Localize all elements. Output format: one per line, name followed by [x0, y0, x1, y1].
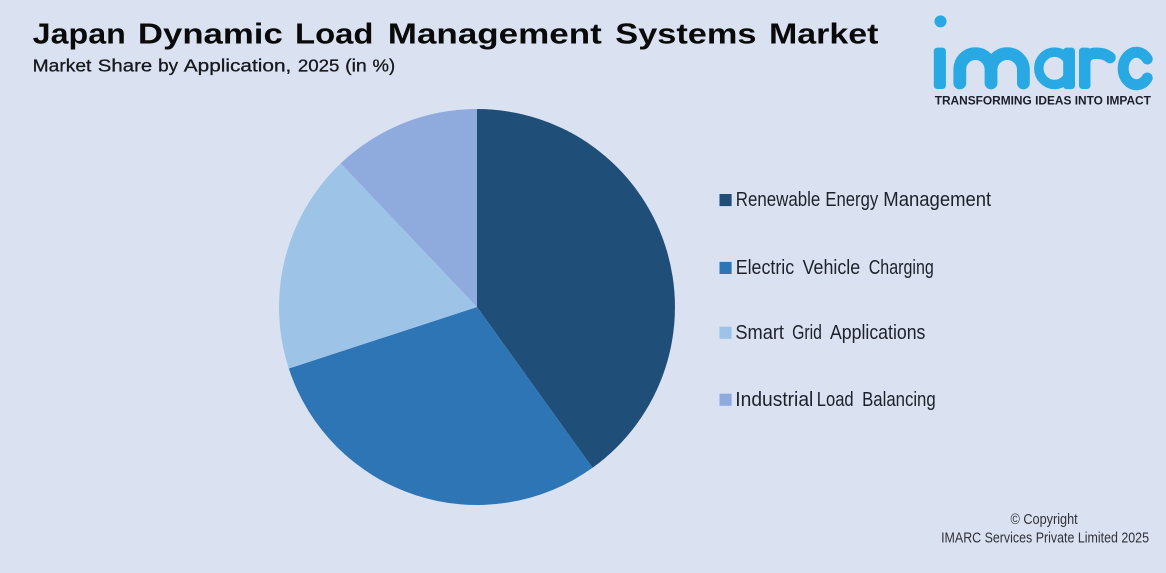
- svg-text:by: by: [158, 56, 178, 76]
- svg-text:Load: Load: [817, 389, 854, 411]
- svg-text:Management: Management: [883, 189, 991, 211]
- svg-text:Load: Load: [295, 19, 374, 51]
- svg-text:Renewable: Renewable: [736, 189, 821, 211]
- svg-text:Market: Market: [33, 56, 92, 76]
- svg-text:Management: Management: [388, 19, 602, 51]
- svg-text:Charging: Charging: [869, 257, 934, 279]
- svg-text:Systems: Systems: [615, 19, 756, 51]
- svg-text:Grid: Grid: [792, 322, 822, 344]
- svg-text:Balancing: Balancing: [862, 389, 936, 411]
- svg-text:(in: (in: [345, 56, 367, 76]
- svg-text:TRANSFORMING IDEAS INTO IMPACT: TRANSFORMING IDEAS INTO IMPACT: [935, 94, 1152, 108]
- svg-text:Applications: Applications: [830, 322, 925, 344]
- svg-text:IMARC Services Private Limited: IMARC Services Private Limited 2025: [941, 529, 1149, 546]
- svg-text:Share: Share: [98, 56, 153, 76]
- svg-text:Japan: Japan: [33, 19, 126, 51]
- svg-text:Smart: Smart: [735, 322, 784, 344]
- svg-text:%): %): [373, 56, 396, 76]
- svg-text:Dynamic: Dynamic: [138, 19, 283, 51]
- svg-text:Vehicle: Vehicle: [803, 257, 861, 279]
- svg-text:2025: 2025: [298, 56, 340, 76]
- svg-text:© Copyright: © Copyright: [1011, 511, 1079, 528]
- svg-text:Application,: Application,: [184, 56, 292, 76]
- svg-text:Electric: Electric: [736, 257, 795, 279]
- svg-text:Market: Market: [769, 19, 879, 51]
- svg-text:Energy: Energy: [825, 189, 879, 211]
- svg-text:Industrial: Industrial: [735, 389, 813, 411]
